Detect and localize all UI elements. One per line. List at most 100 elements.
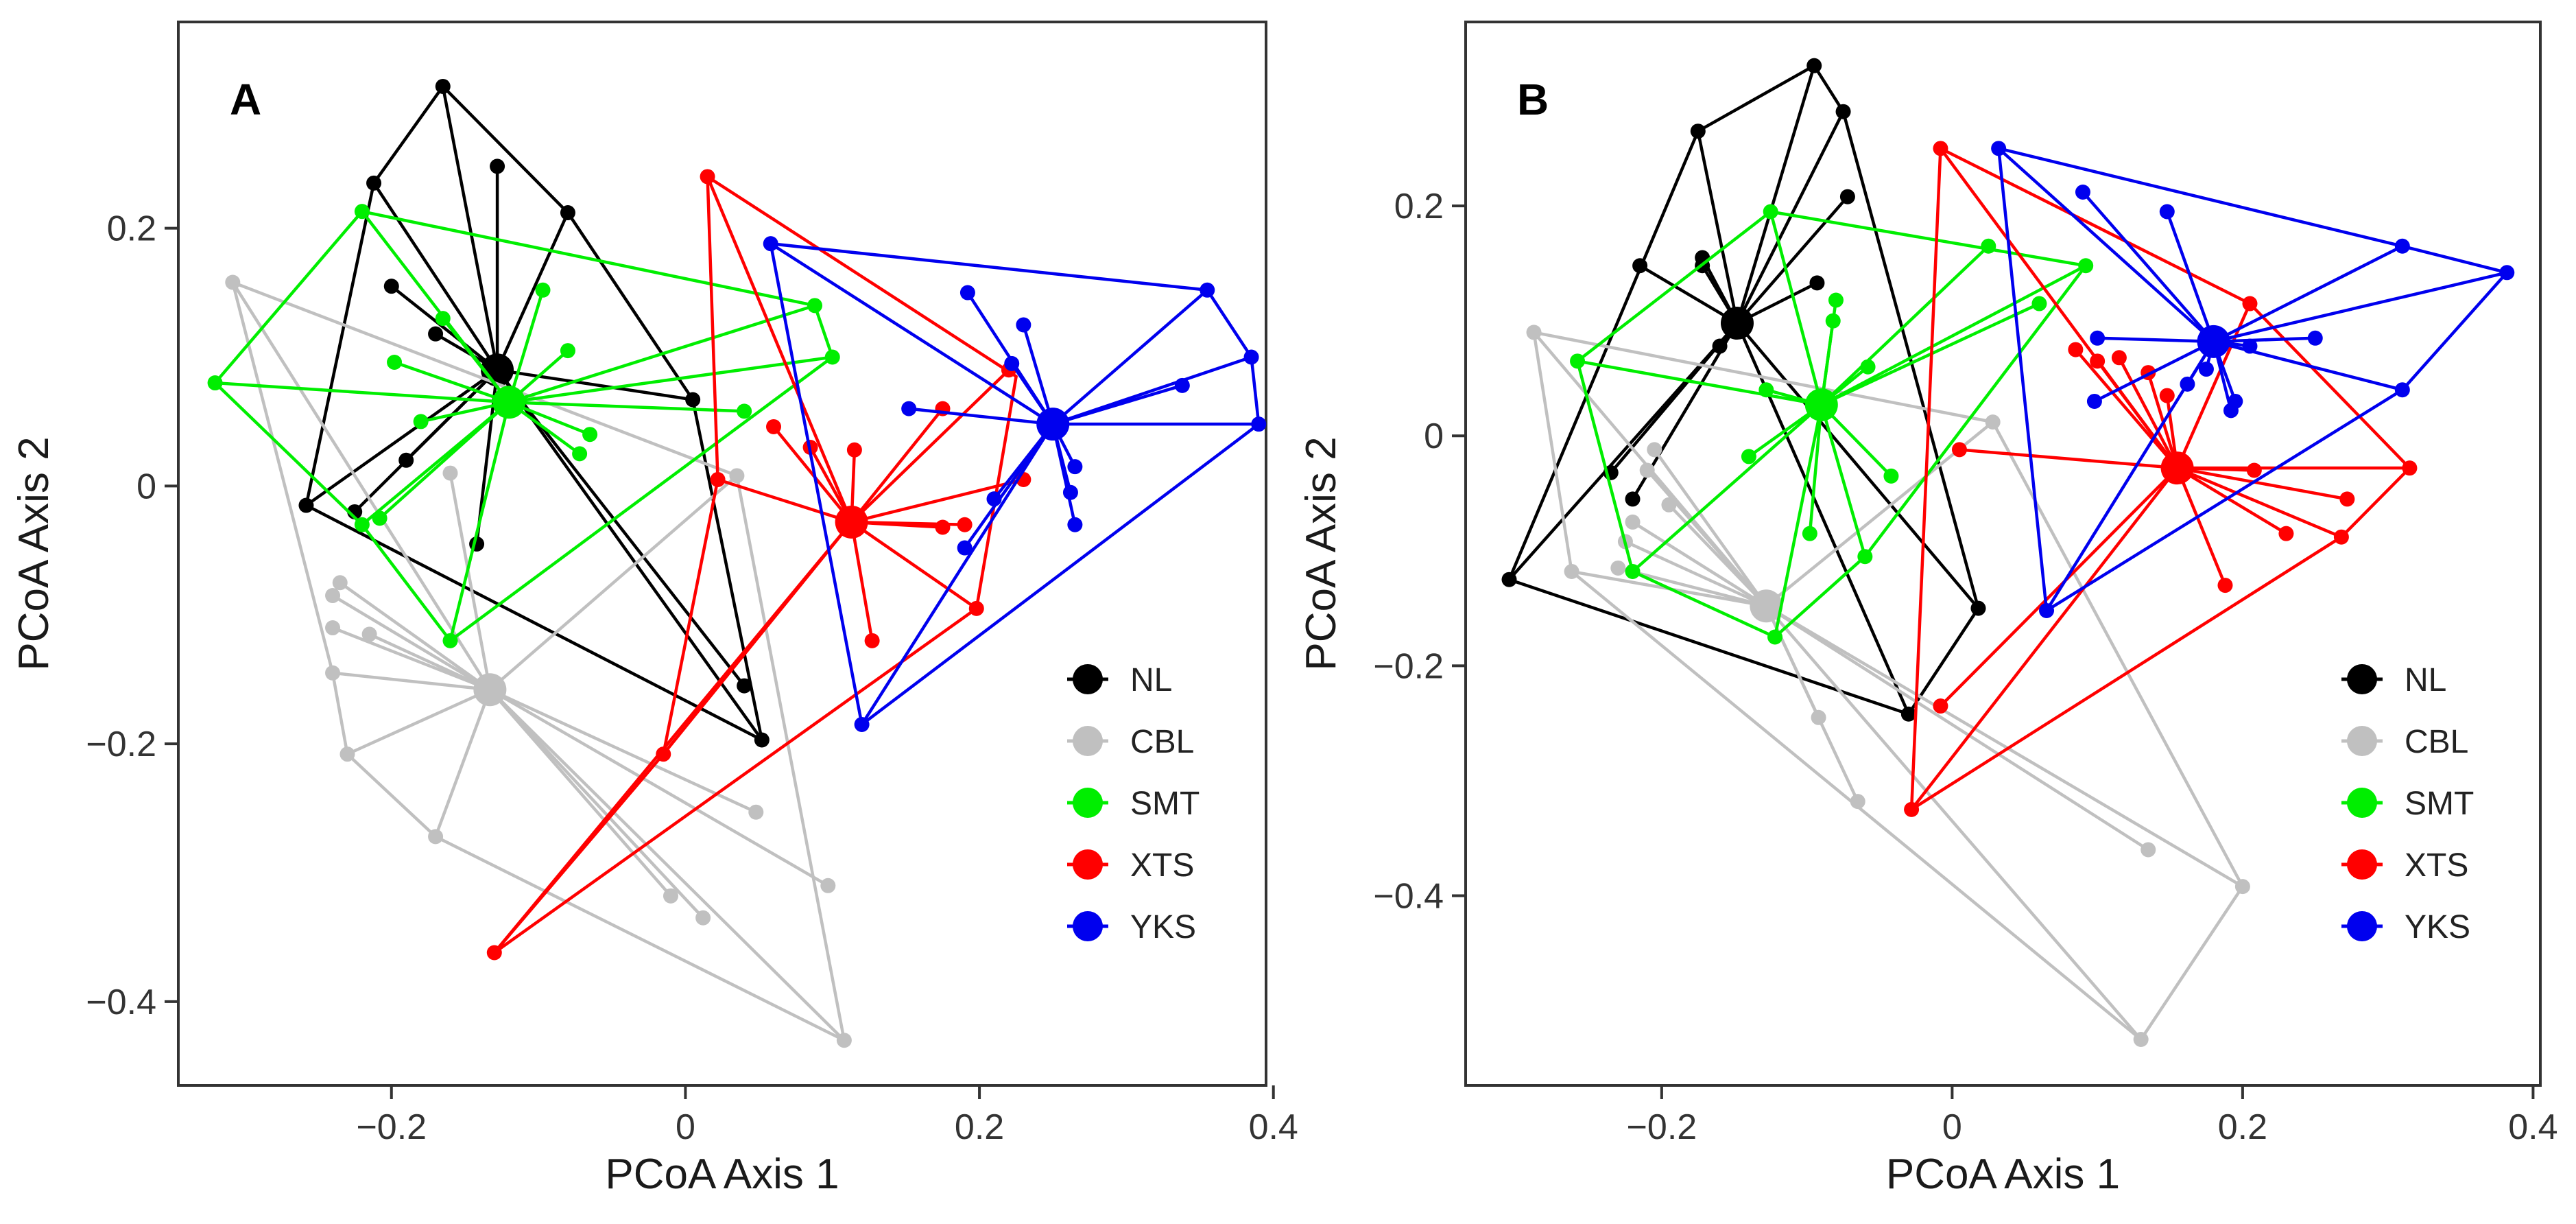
point-yks-a-10 — [1062, 484, 1078, 500]
spoke-yks-a-2 — [1022, 324, 1055, 425]
point-cbl-a-14 — [442, 465, 458, 481]
point-xts-a-0 — [700, 169, 715, 185]
spoke-xts-a-9 — [850, 521, 978, 610]
point-smt-b-4 — [1625, 563, 1641, 579]
series-xts-b — [1904, 141, 2418, 817]
legend-label-nl-b: NL — [2405, 662, 2446, 698]
spoke-cbl-b-11 — [1765, 604, 2244, 888]
point-cbl-b-4 — [1610, 560, 1626, 576]
point-smt-a-5 — [442, 633, 458, 648]
point-xts-a-11 — [656, 746, 671, 762]
point-cbl-a-7 — [428, 829, 444, 845]
spoke-smt-b-5 — [1773, 404, 1824, 637]
spoke-smt-a-0 — [215, 381, 510, 404]
point-yks-a-3 — [1004, 355, 1020, 371]
panel-a: −0.2 0 0.2 0.4 0.2 0 −0.2 −0.4 PCoA Axis 1 PCoA A… — [10, 21, 1298, 1198]
spoke-yks-b-13 — [2213, 340, 2403, 392]
point-yks-a-1 — [959, 285, 975, 301]
point-smt-b-11 — [1857, 549, 1873, 565]
legend-label-nl-a: NL — [1130, 662, 1172, 698]
spoke-cbl-a-1 — [339, 581, 491, 692]
point-nl-a-10 — [737, 678, 752, 694]
legend-marker-xts-a — [1073, 849, 1103, 880]
spoke-yks-b-8 — [2093, 340, 2215, 403]
point-yks-b-4 — [2499, 265, 2515, 281]
point-xts-a-1 — [710, 471, 726, 487]
spoke-smt-a-11 — [509, 400, 745, 413]
spoke-xts-b-1 — [2074, 349, 2179, 469]
legend-label-xts-a: XTS — [1130, 847, 1194, 884]
point-smt-a-11 — [737, 403, 752, 419]
point-nl-b-13 — [1970, 600, 1986, 616]
spoke-nl-a-4 — [390, 285, 499, 372]
spoke-nl-a-2 — [496, 212, 570, 371]
legend-b: NL CBL SMT XTS YKS — [2341, 662, 2474, 945]
spoke-cbl-a-3 — [332, 626, 491, 692]
x-tick-label-b-0: −0.2 — [1627, 1107, 1697, 1147]
point-cbl-b-9 — [1850, 794, 1865, 810]
legend-marker-xts-b — [2347, 849, 2377, 880]
point-xts-a-8 — [935, 519, 951, 535]
legend-label-cbl-b: CBL — [2405, 724, 2468, 760]
legend-label-yks-b: YKS — [2405, 909, 2470, 945]
spoke-smt-b-12 — [1820, 245, 1990, 406]
spoke-nl-a-9 — [497, 368, 693, 401]
spoke-nl-a-6 — [305, 368, 499, 507]
x-axis-title-b: PCoA Axis 1 — [1886, 1151, 2120, 1198]
spoke-smt-b-4 — [1632, 403, 1823, 573]
spoke-xts-b-15 — [1910, 467, 2179, 811]
centroid-cbl-b — [1750, 589, 1783, 623]
spoke-smt-a-7 — [508, 290, 545, 403]
spoke-cbl-b-10 — [1765, 604, 2149, 851]
y-tick-label-a-1: 0 — [136, 467, 156, 506]
x-tick-label-a-3: 0.4 — [1249, 1107, 1298, 1147]
spoke-xts-a-2 — [772, 425, 853, 523]
centroid-smt-a — [492, 386, 526, 419]
point-yks-a-4 — [1200, 282, 1215, 298]
spoke-xts-b-10 — [2176, 467, 2342, 539]
x-tick-label-a-2: 0.2 — [955, 1107, 1004, 1147]
legend-label-smt-a: SMT — [1130, 786, 1200, 822]
point-smt-b-3 — [1741, 449, 1756, 464]
spoke-smt-b-11 — [1820, 404, 1867, 557]
spoke-smt-b-10 — [1820, 403, 1893, 478]
spoke-smt-a-5 — [449, 401, 511, 642]
point-yks-a-2 — [1016, 317, 1031, 333]
point-xts-a-2 — [766, 419, 782, 434]
point-smt-a-2 — [387, 355, 403, 370]
y-tick-label-a-3: −0.4 — [86, 982, 156, 1022]
point-cbl-a-1 — [332, 575, 348, 591]
legend-label-xts-b: XTS — [2405, 847, 2468, 884]
point-cbl-b-13 — [1985, 414, 2001, 430]
spoke-smt-b-6 — [1808, 404, 1824, 534]
spoke-xts-a-10 — [850, 521, 874, 642]
y-axis-title-a: PCoA Axis 2 — [10, 436, 58, 670]
point-yks-a-12 — [986, 491, 1002, 507]
hull-xts-b — [1909, 147, 2411, 812]
y-tick-label-b-2: −0.2 — [1373, 646, 1444, 686]
point-yks-b-10 — [2180, 376, 2195, 392]
legend-marker-nl-a — [1073, 664, 1103, 694]
panel-letter-a: A — [230, 75, 261, 124]
point-nl-a-4 — [383, 279, 399, 294]
spoke-yks-b-5 — [2213, 336, 2315, 344]
point-smt-a-3 — [354, 517, 370, 532]
spoke-nl-b-8 — [1736, 196, 1849, 325]
spoke-xts-b-11 — [2176, 467, 2287, 535]
point-cbl-a-3 — [325, 620, 341, 636]
point-smt-b-9 — [1860, 359, 1876, 375]
point-smt-a-10 — [582, 427, 598, 443]
point-xts-b-1 — [2068, 342, 2084, 357]
point-smt-b-12 — [1981, 238, 1996, 254]
spoke-cbl-b-12 — [1765, 604, 2143, 1041]
hull-yks-b — [1996, 147, 2509, 613]
spoke-cbl-a-7 — [433, 689, 492, 838]
point-xts-b-9 — [2402, 460, 2418, 476]
point-xts-b-7 — [2246, 462, 2262, 478]
point-xts-b-0 — [1933, 141, 1948, 156]
spoke-smt-b-14 — [1820, 264, 2087, 406]
legend-marker-smt-a — [1073, 788, 1103, 818]
point-xts-b-13 — [1951, 442, 1967, 458]
point-smt-b-8 — [1825, 313, 1841, 329]
spoke-smt-a-2 — [394, 360, 510, 404]
